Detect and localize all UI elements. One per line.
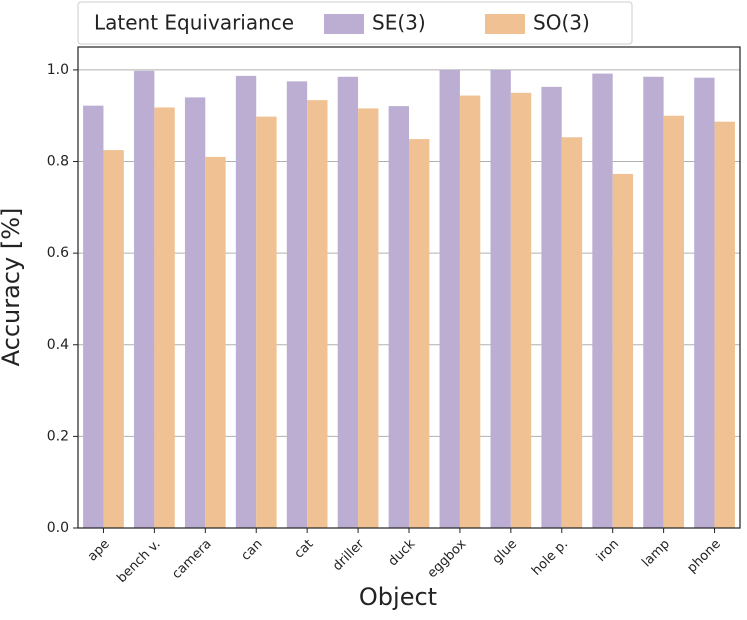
- y-tick-label: 0.2: [47, 428, 69, 444]
- bar: [337, 76, 359, 529]
- bar: [307, 100, 328, 529]
- bar: [286, 81, 308, 528]
- bar: [541, 86, 562, 529]
- legend-title: Latent Equivariance: [94, 11, 294, 35]
- y-axis-label: Accuracy [%]: [0, 208, 25, 367]
- bar: [256, 116, 277, 528]
- bar: [490, 69, 511, 529]
- x-tick-label: bench v.: [114, 537, 163, 586]
- bar: [103, 150, 124, 529]
- bar: [694, 77, 715, 528]
- plot-frame: [77, 46, 741, 529]
- bar: [83, 105, 104, 528]
- bar: [358, 108, 379, 528]
- y-tick-label: 1.0: [47, 62, 69, 78]
- x-tick-label: hole p.: [529, 537, 571, 579]
- bar: [409, 139, 430, 528]
- x-tick-label: eggbox: [425, 536, 470, 581]
- bar: [561, 137, 583, 529]
- x-tick-label: phone: [684, 537, 723, 576]
- y-tick-label: 0.6: [47, 245, 69, 261]
- y-tick-label: 0.4: [47, 337, 69, 353]
- bar: [154, 107, 175, 529]
- bar: [205, 156, 226, 528]
- bar: [388, 106, 409, 528]
- bar: [643, 76, 664, 529]
- y-tick-label: 0.8: [47, 154, 69, 170]
- x-tick-label: lamp: [639, 537, 673, 571]
- legend-swatch: [324, 14, 364, 34]
- bar: [184, 97, 206, 528]
- legend-label: SO(3): [533, 11, 590, 35]
- y-tick-label: 0.0: [47, 520, 69, 536]
- legend-swatch: [485, 14, 525, 34]
- x-tick-label: can: [238, 537, 265, 564]
- x-tick-label: duck: [386, 536, 419, 569]
- x-tick-label: iron: [594, 537, 622, 565]
- x-tick-label: glue: [490, 537, 520, 567]
- bar: [592, 73, 613, 529]
- bar: [235, 75, 257, 529]
- bar: [459, 95, 481, 528]
- x-tick-label: cat: [292, 537, 317, 562]
- bar: [439, 69, 460, 529]
- x-tick-label: camera: [169, 537, 214, 582]
- legend-label: SE(3): [372, 11, 426, 35]
- x-tick-label: ape: [85, 537, 113, 565]
- bar: [134, 70, 155, 528]
- bar: [714, 121, 735, 528]
- bar: [612, 173, 634, 528]
- x-tick-label: driller: [330, 536, 368, 574]
- bar: [663, 115, 684, 528]
- legend: Latent Equivariance SE(3) SO(3): [77, 1, 633, 45]
- x-axis-label: Object: [359, 583, 437, 611]
- bar: [510, 92, 532, 529]
